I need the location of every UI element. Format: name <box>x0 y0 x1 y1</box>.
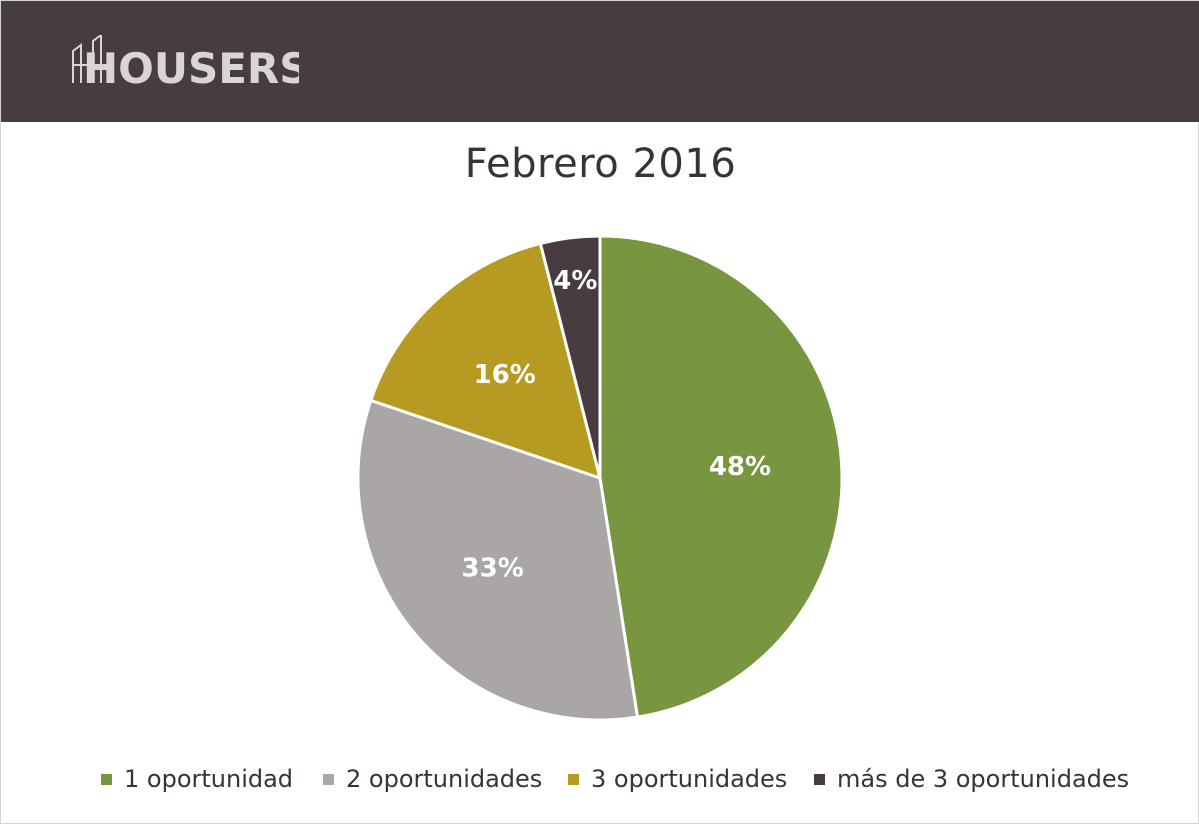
legend-swatch <box>568 773 579 785</box>
pie-slice-3 <box>369 241 602 480</box>
slice-label-4: 4% <box>553 266 597 296</box>
legend-item-4: más de 3 oportunidades <box>814 761 1129 797</box>
legend-item-2: 2 oportunidades <box>323 761 542 797</box>
chart-title: Febrero 2016 <box>464 141 737 187</box>
pie-chart: 48% 33% 16% 4% <box>356 234 844 722</box>
legend-label: 3 oportunidades <box>591 765 788 793</box>
logo-text: HOUSERS <box>83 44 299 91</box>
pie-slice-4 <box>538 234 602 480</box>
legend-label: 2 oportunidades <box>346 765 543 793</box>
header-bar: HOUSERS <box>1 1 1199 122</box>
legend-label: 1 oportunidad <box>124 765 294 793</box>
pie-slice-2 <box>356 398 639 722</box>
pie-slice-1 <box>598 234 844 719</box>
slice-label-1: 48% <box>709 452 771 482</box>
slice-label-2: 33% <box>462 553 524 583</box>
legend-swatch <box>814 773 825 785</box>
legend-label: más de 3 oportunidades <box>837 765 1130 793</box>
legend-swatch <box>101 773 112 785</box>
legend-swatch <box>323 773 334 785</box>
legend-item-1: 1 oportunidad <box>101 761 293 797</box>
legend-item-3: 3 oportunidades <box>568 761 787 797</box>
slice-label-3: 16% <box>474 360 536 390</box>
housers-logo: HOUSERS <box>72 35 299 91</box>
chart-legend: 1 oportunidad 2 oportunidades 3 oportunida… <box>1 761 1199 797</box>
